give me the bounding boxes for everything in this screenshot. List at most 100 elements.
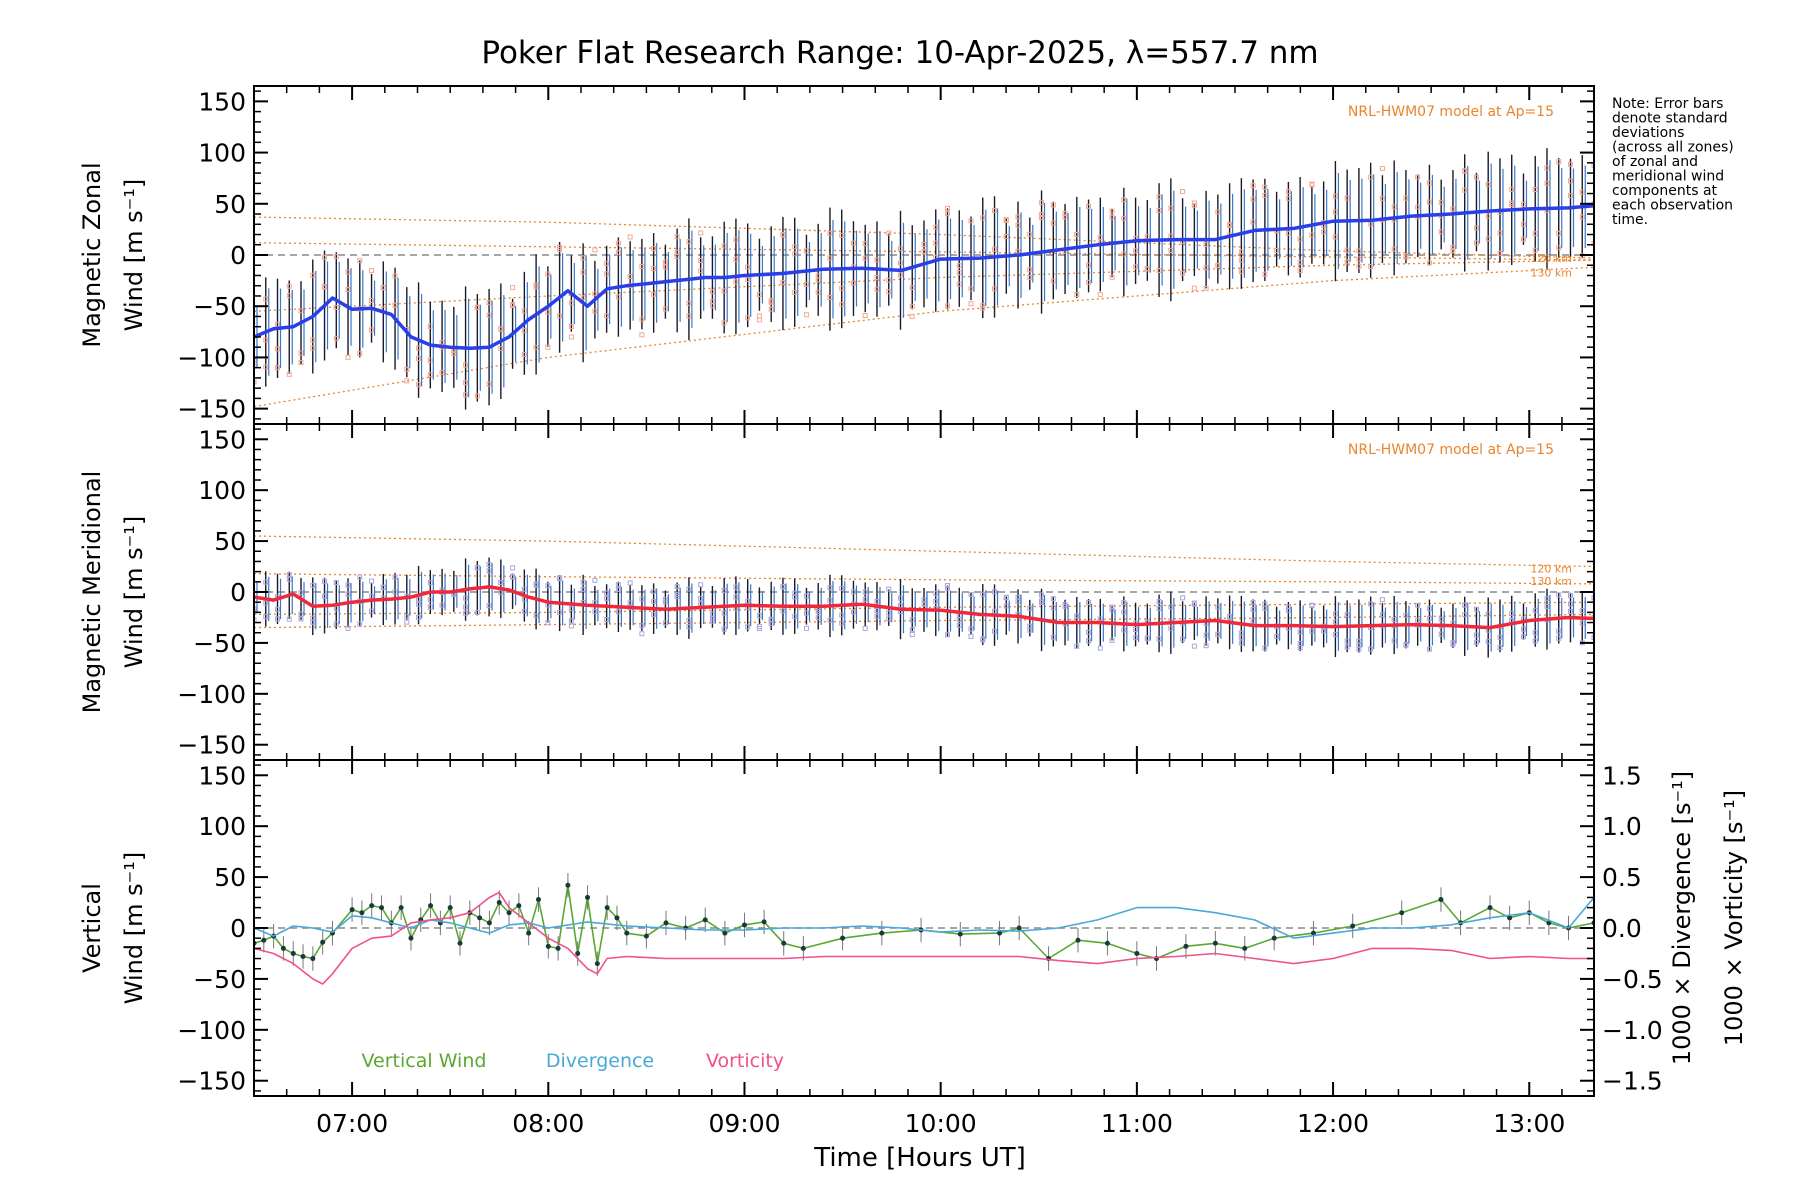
meridional-zone-marker [1262,605,1268,611]
vertical-wind-point [1075,937,1081,943]
meridional-zone-marker [1039,598,1045,604]
zonal-zone-marker [803,248,809,254]
zonal-zone-marker [1379,165,1385,171]
zonal-zone-marker [992,246,998,252]
meridional-zone-marker [639,623,645,629]
zonal-ylabel-line2: Wind [m s⁻¹] [120,179,148,331]
zonal-zone-marker [298,308,304,314]
meridional-zone-marker [1274,633,1280,639]
zonal-zone-marker [310,345,316,351]
meridional-zone-marker [1215,631,1221,637]
zonal-zone-marker [1156,268,1162,274]
vertical-wind-point [398,905,404,911]
meridional-zone-marker [568,618,574,624]
vertical-y2-tick-label: 1.0 [1602,812,1642,841]
zonal-zone-marker [1086,203,1092,209]
meridional-zone-marker [1438,631,1444,637]
vertical-y-tick-label: 150 [198,761,246,790]
zonal-zone-marker [839,285,845,291]
zonal-zone-marker [1426,180,1432,186]
zonal-zone-marker [1532,186,1538,192]
zonal-zone-marker [1191,200,1197,206]
vertical-wind-point [1350,923,1356,929]
meridional-zone-marker [1579,608,1585,614]
meridional-zone-marker [768,617,774,623]
vertical-y2-tick-label: 0.0 [1602,914,1642,943]
zonal-zone-marker [345,354,351,360]
zonal-zone-marker [463,380,469,386]
meridional-zone-marker [615,582,621,588]
x-tick-label: 10:00 [905,1109,977,1138]
zonal-zone-marker [333,305,339,311]
zonal-zone-marker [933,240,939,246]
panel-zonal: 150 100 50 0 −50 −100 −150 Magnetic Zonal Wind [… [78,85,1595,425]
zonal-zone-marker [709,298,715,304]
zonal-zone-marker [521,308,527,314]
vertical-wind-point [555,945,561,951]
meridional-zone-marker [733,584,739,590]
zonal-zone-marker [286,371,292,377]
zonal-zone-marker [427,357,433,363]
zonal-zone-marker [1062,211,1068,217]
meridional-zone-marker [310,582,316,588]
meridional-zone-marker [1332,611,1338,617]
meridional-zone-marker [1227,613,1233,619]
meridional-zone-marker [310,619,316,625]
meridional-zone-marker [369,593,375,599]
meridional-zone-marker [1168,625,1174,631]
zonal-zone-marker [1450,206,1456,212]
zonal-y-tick-label: −150 [177,395,246,424]
chart-title: Poker Flat Research Range: 10-Apr-2025, … [481,35,1318,71]
vertical-wind-point [1104,940,1110,946]
zonal-zone-marker [1144,265,1150,271]
panels-layer: 150 100 50 0 −50 −100 −150 Magnetic Zonal Wind [… [78,85,1748,1097]
zonal-zone-marker [1567,178,1573,184]
vertical-series-line-2 [254,891,1594,985]
vertical-wind-point [408,935,414,941]
meridional-zone-marker [1532,630,1538,636]
zonal-zone-marker [1133,264,1139,270]
zonal-zone-marker [627,274,633,280]
zonal-zone-marker [275,321,281,327]
zonal-zone-marker [792,289,798,295]
zonal-zone-marker [357,258,363,264]
zonal-zone-marker [592,247,598,253]
zonal-zone-marker [1309,182,1315,188]
vertical-ylabel-line2: Wind [m s⁻¹] [120,852,148,1004]
meridional-zone-marker [897,595,903,601]
meridional-zone-marker [1473,606,1479,612]
zonal-zone-marker [909,285,915,291]
zonal-zone-marker [568,324,574,330]
zonal-zone-marker [1086,279,1092,285]
zonal-zone-marker [463,362,469,368]
zonal-zone-marker [968,286,974,292]
meridional-zone-marker [254,606,257,612]
zonal-zone-marker [345,287,351,293]
zonal-zone-marker [792,251,798,257]
zonal-zone-marker [1473,240,1479,246]
vertical-wind-point [722,930,728,936]
legend-entry: Divergence [546,1050,654,1072]
zonal-zone-marker [733,256,739,262]
zonal-zone-marker [1039,212,1045,218]
meridional-zone-marker [1050,596,1056,602]
vertical-wind-point [1399,910,1405,916]
zonal-zone-marker [839,301,845,307]
meridional-zone-marker [286,576,292,582]
zonal-zone-marker [945,211,951,217]
meridional-zone-marker [486,603,492,609]
zonal-zone-marker [310,272,316,278]
meridional-zone-marker [721,587,727,593]
zonal-zone-marker [1332,234,1338,240]
zonal-zone-marker [1156,207,1162,213]
vertical-y-tick-label: −100 [177,1016,246,1045]
meridional-zone-marker [1509,610,1515,616]
zonal-zone-marker [1144,234,1150,240]
zonal-y-tick-label: 50 [214,190,246,219]
meridional-zone-marker [1544,603,1550,609]
meridional-zone-marker [803,593,809,599]
zonal-zone-marker [498,345,504,351]
zonal-zone-marker [286,293,292,299]
meridional-zone-marker [463,604,469,610]
x-tick-label: 13:00 [1493,1109,1565,1138]
